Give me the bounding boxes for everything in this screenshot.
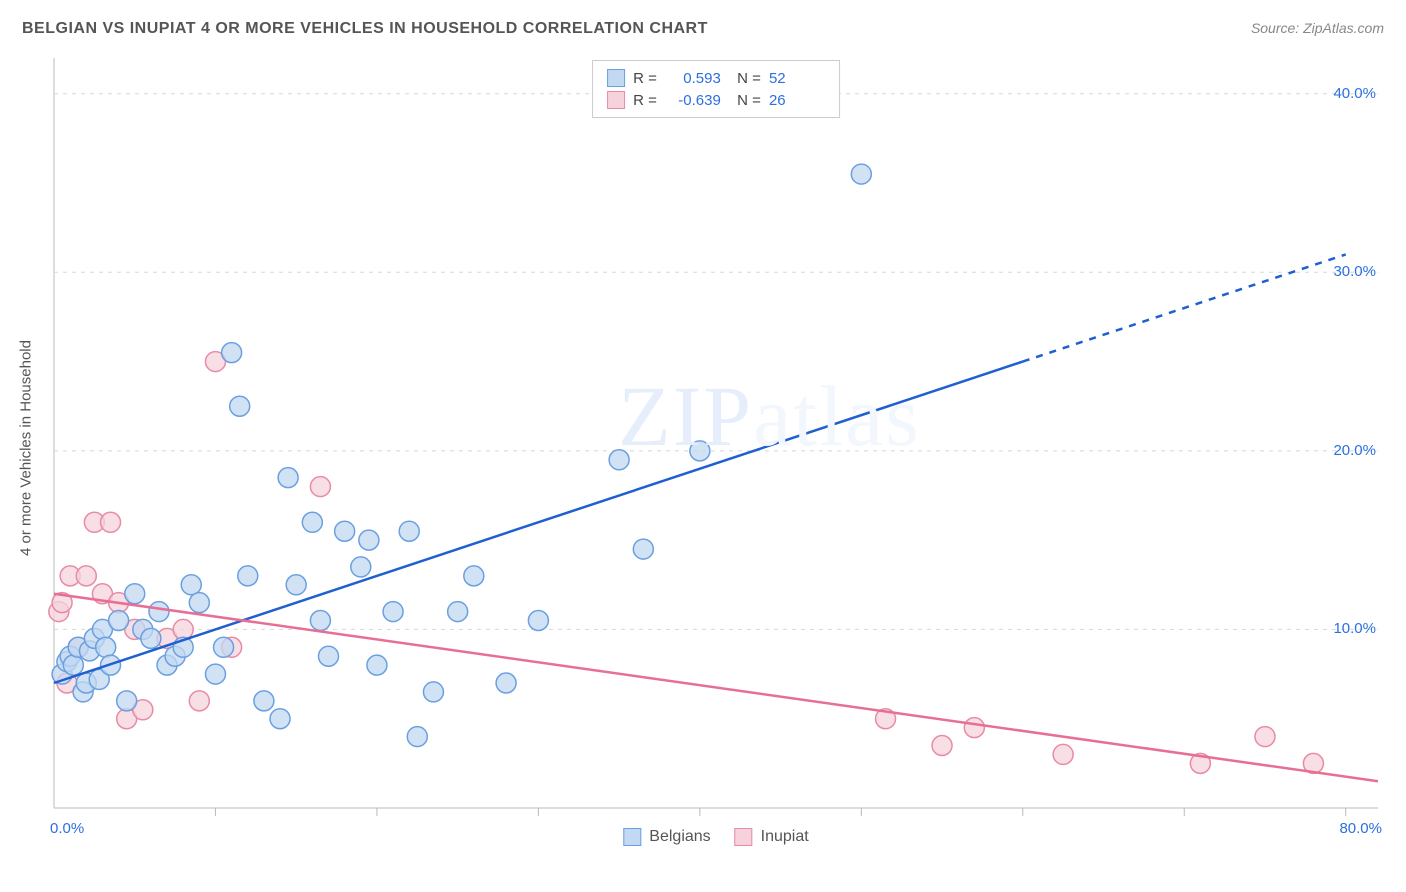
scatter-point [633,539,653,559]
y-axis-label: 4 or more Vehicles in Household [18,340,35,556]
scatter-point [367,655,387,675]
legend-series-item: Belgians [623,828,710,846]
legend-correlation-row: R = 0.593 N = 52 [607,67,825,89]
trend-line-extrapolated [1023,254,1346,361]
scatter-point [286,575,306,595]
scatter-point [173,619,193,639]
scatter-point [335,521,355,541]
scatter-point [383,602,403,622]
scatter-point [464,566,484,586]
scatter-point [318,646,338,666]
legend-r-value: 0.593 [665,70,721,87]
legend-n-value: 26 [769,92,825,109]
scatter-point [448,602,468,622]
y-tick-label: 40.0% [1333,85,1376,102]
x-tick-label: 80.0% [1339,820,1382,837]
legend-correlation-row: R = -0.639 N = 26 [607,89,825,111]
source-attribution: Source: ZipAtlas.com [1251,20,1384,36]
legend-n-label: N = [729,70,761,87]
legend-r-label: R = [633,92,657,109]
scatter-point [230,396,250,416]
legend-r-value: -0.639 [665,92,721,109]
scatter-point [149,602,169,622]
scatter-point [238,566,258,586]
legend-series: Belgians Inupiat [623,828,808,846]
chart-container: 4 or more Vehicles in Household ZIPatlas… [48,54,1384,842]
trend-line [54,362,1023,683]
scatter-point [254,691,274,711]
scatter-point [528,611,548,631]
scatter-point [423,682,443,702]
scatter-point [270,709,290,729]
legend-series-label: Inupiat [761,828,809,846]
scatter-point [189,593,209,613]
scatter-point [125,584,145,604]
scatter-point [690,441,710,461]
legend-swatch [607,69,625,87]
scatter-point [359,530,379,550]
scatter-point [63,655,83,675]
scatter-point [214,637,234,657]
scatter-point [609,450,629,470]
scatter-point [189,691,209,711]
scatter-point [76,566,96,586]
scatter-point [278,468,298,488]
scatter-point [181,575,201,595]
scatter-point [1255,727,1275,747]
legend-swatch [735,828,753,846]
scatter-point [101,512,121,532]
legend-swatch [623,828,641,846]
scatter-point [117,691,137,711]
scatter-point [310,611,330,631]
scatter-point [964,718,984,738]
scatter-point [205,664,225,684]
legend-n-label: N = [729,92,761,109]
scatter-point [141,628,161,648]
trend-line [54,594,1378,782]
legend-series-label: Belgians [649,828,710,846]
page-title: BELGIAN VS INUPIAT 4 OR MORE VEHICLES IN… [22,20,708,38]
legend-n-value: 52 [769,70,825,87]
scatter-point [399,521,419,541]
legend-swatch [607,91,625,109]
scatter-point [932,736,952,756]
scatter-point [96,637,116,657]
y-tick-label: 20.0% [1333,442,1376,459]
x-tick-label: 0.0% [50,820,84,837]
scatter-point [851,164,871,184]
legend-series-item: Inupiat [735,828,809,846]
scatter-point [407,727,427,747]
scatter-plot-svg [48,54,1384,842]
scatter-point [222,343,242,363]
scatter-point [302,512,322,532]
scatter-point [351,557,371,577]
scatter-point [109,611,129,631]
scatter-point [496,673,516,693]
y-tick-label: 10.0% [1333,620,1376,637]
scatter-point [310,477,330,497]
legend-r-label: R = [633,70,657,87]
chart-header: BELGIAN VS INUPIAT 4 OR MORE VEHICLES IN… [22,20,1384,38]
legend-correlation-box: R = 0.593 N = 52 R = -0.639 N = 26 [592,60,840,118]
y-tick-label: 30.0% [1333,263,1376,280]
scatter-point [1053,744,1073,764]
